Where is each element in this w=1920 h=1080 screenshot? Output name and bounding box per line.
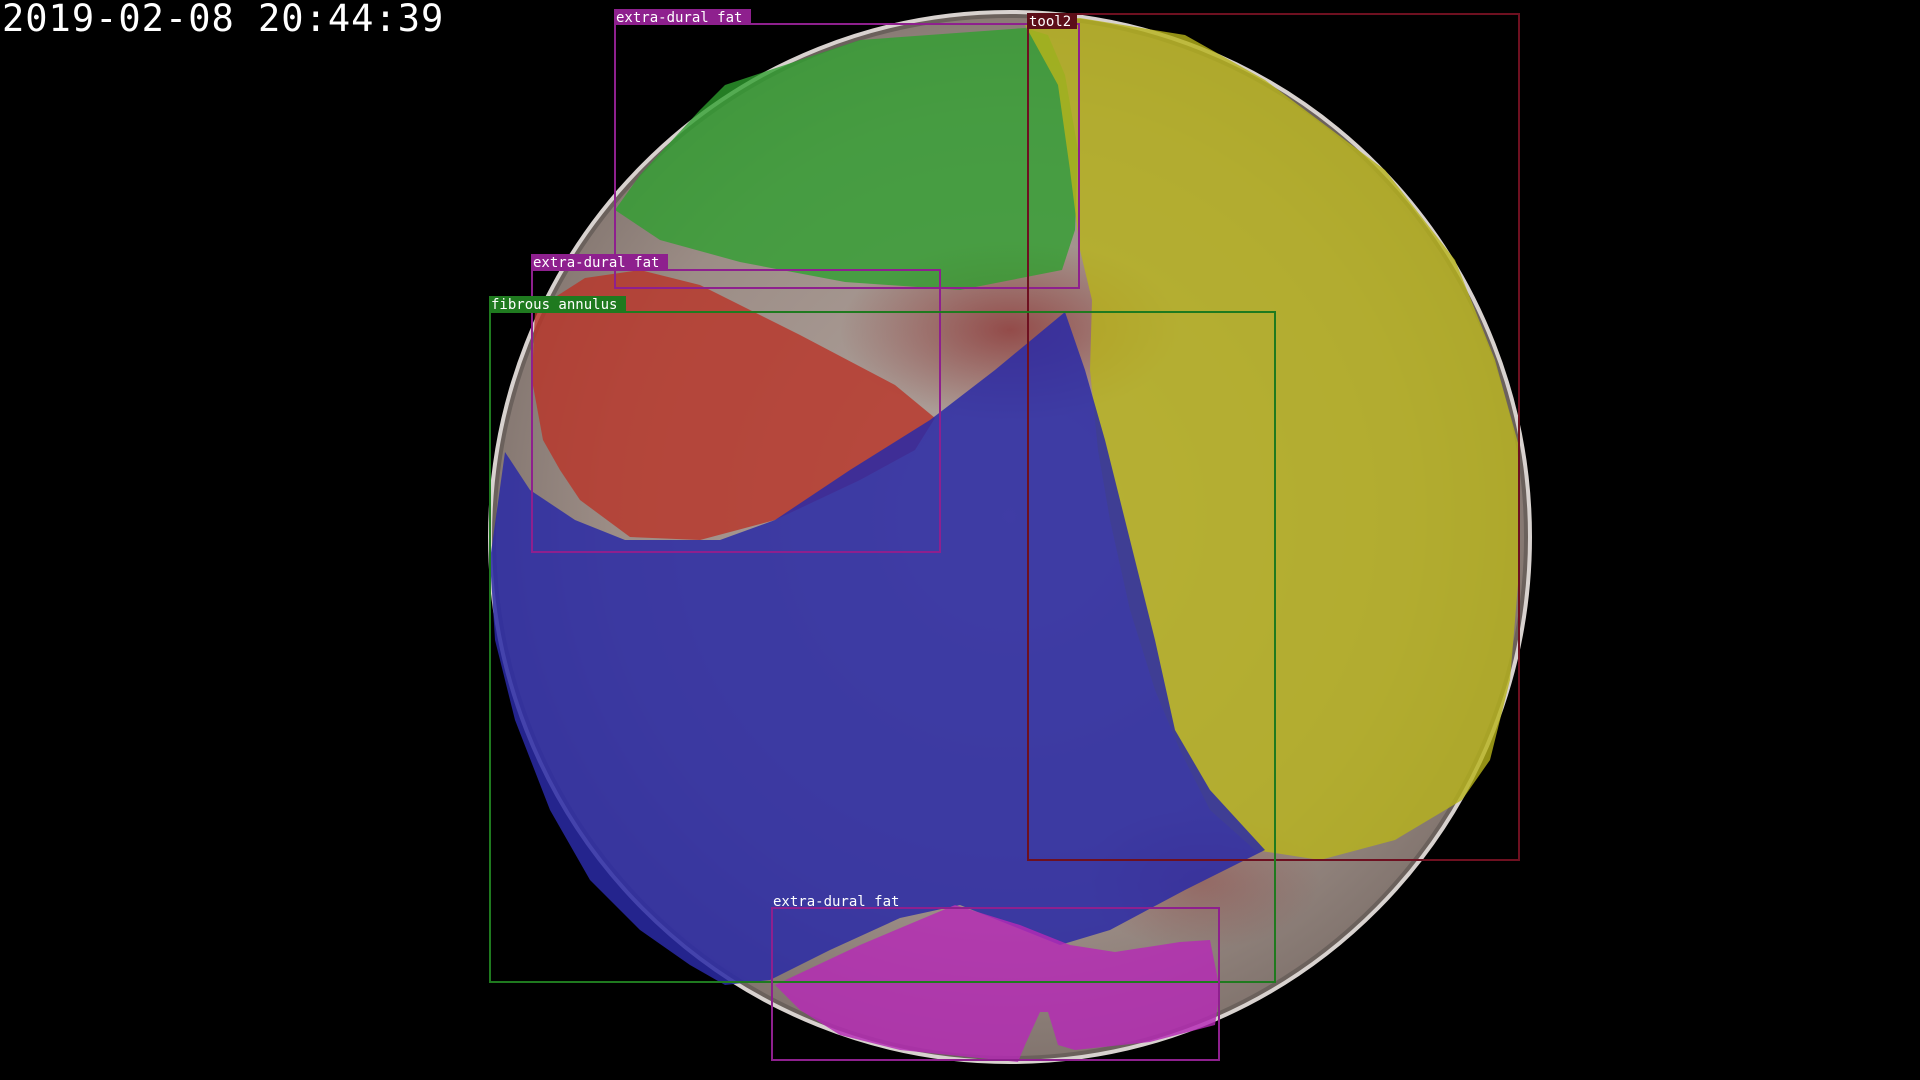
timestamp-overlay: 2019-02-08 20:44:39 <box>2 0 445 40</box>
bbox-extra-dural-fat-middle[interactable] <box>531 269 941 553</box>
label-text: extra-dural fat <box>773 894 899 910</box>
bbox-labels: extra-dural fat tool2 extra-dural fat fi… <box>489 9 1077 910</box>
bbox-fibrous-annulus[interactable] <box>489 311 1276 983</box>
label-text: fibrous annulus <box>491 297 617 313</box>
label-tag-tool2: tool2 <box>1027 13 1077 30</box>
label-tag-extra-dural-fat-bottom: extra-dural fat <box>773 894 899 910</box>
label-text: extra-dural fat <box>616 10 742 26</box>
bbox-extra-dural-fat-top[interactable] <box>614 23 1080 289</box>
bbox-tool2[interactable] <box>1027 13 1520 861</box>
bbox-extra-dural-fat-bottom[interactable] <box>771 907 1220 1061</box>
label-tag-extra-dural-fat-middle: extra-dural fat <box>531 254 668 271</box>
mask-extra-dural-fat-middle <box>532 270 935 540</box>
label-text: tool2 <box>1029 14 1071 30</box>
bounding-boxes <box>489 13 1520 1061</box>
label-tag-extra-dural-fat-top: extra-dural fat <box>614 9 751 26</box>
segmentation-masks <box>490 18 1520 1062</box>
label-background <box>614 9 751 25</box>
label-background <box>489 296 626 312</box>
label-tag-fibrous-annulus: fibrous annulus <box>489 296 626 313</box>
mask-extra-dural-fat-top <box>615 28 1078 290</box>
label-text: extra-dural fat <box>533 255 659 271</box>
label-background <box>1027 13 1077 29</box>
label-background <box>531 254 668 270</box>
mask-fibrous-annulus <box>490 312 1265 985</box>
mask-extra-dural-fat-bottom <box>775 905 1220 1062</box>
